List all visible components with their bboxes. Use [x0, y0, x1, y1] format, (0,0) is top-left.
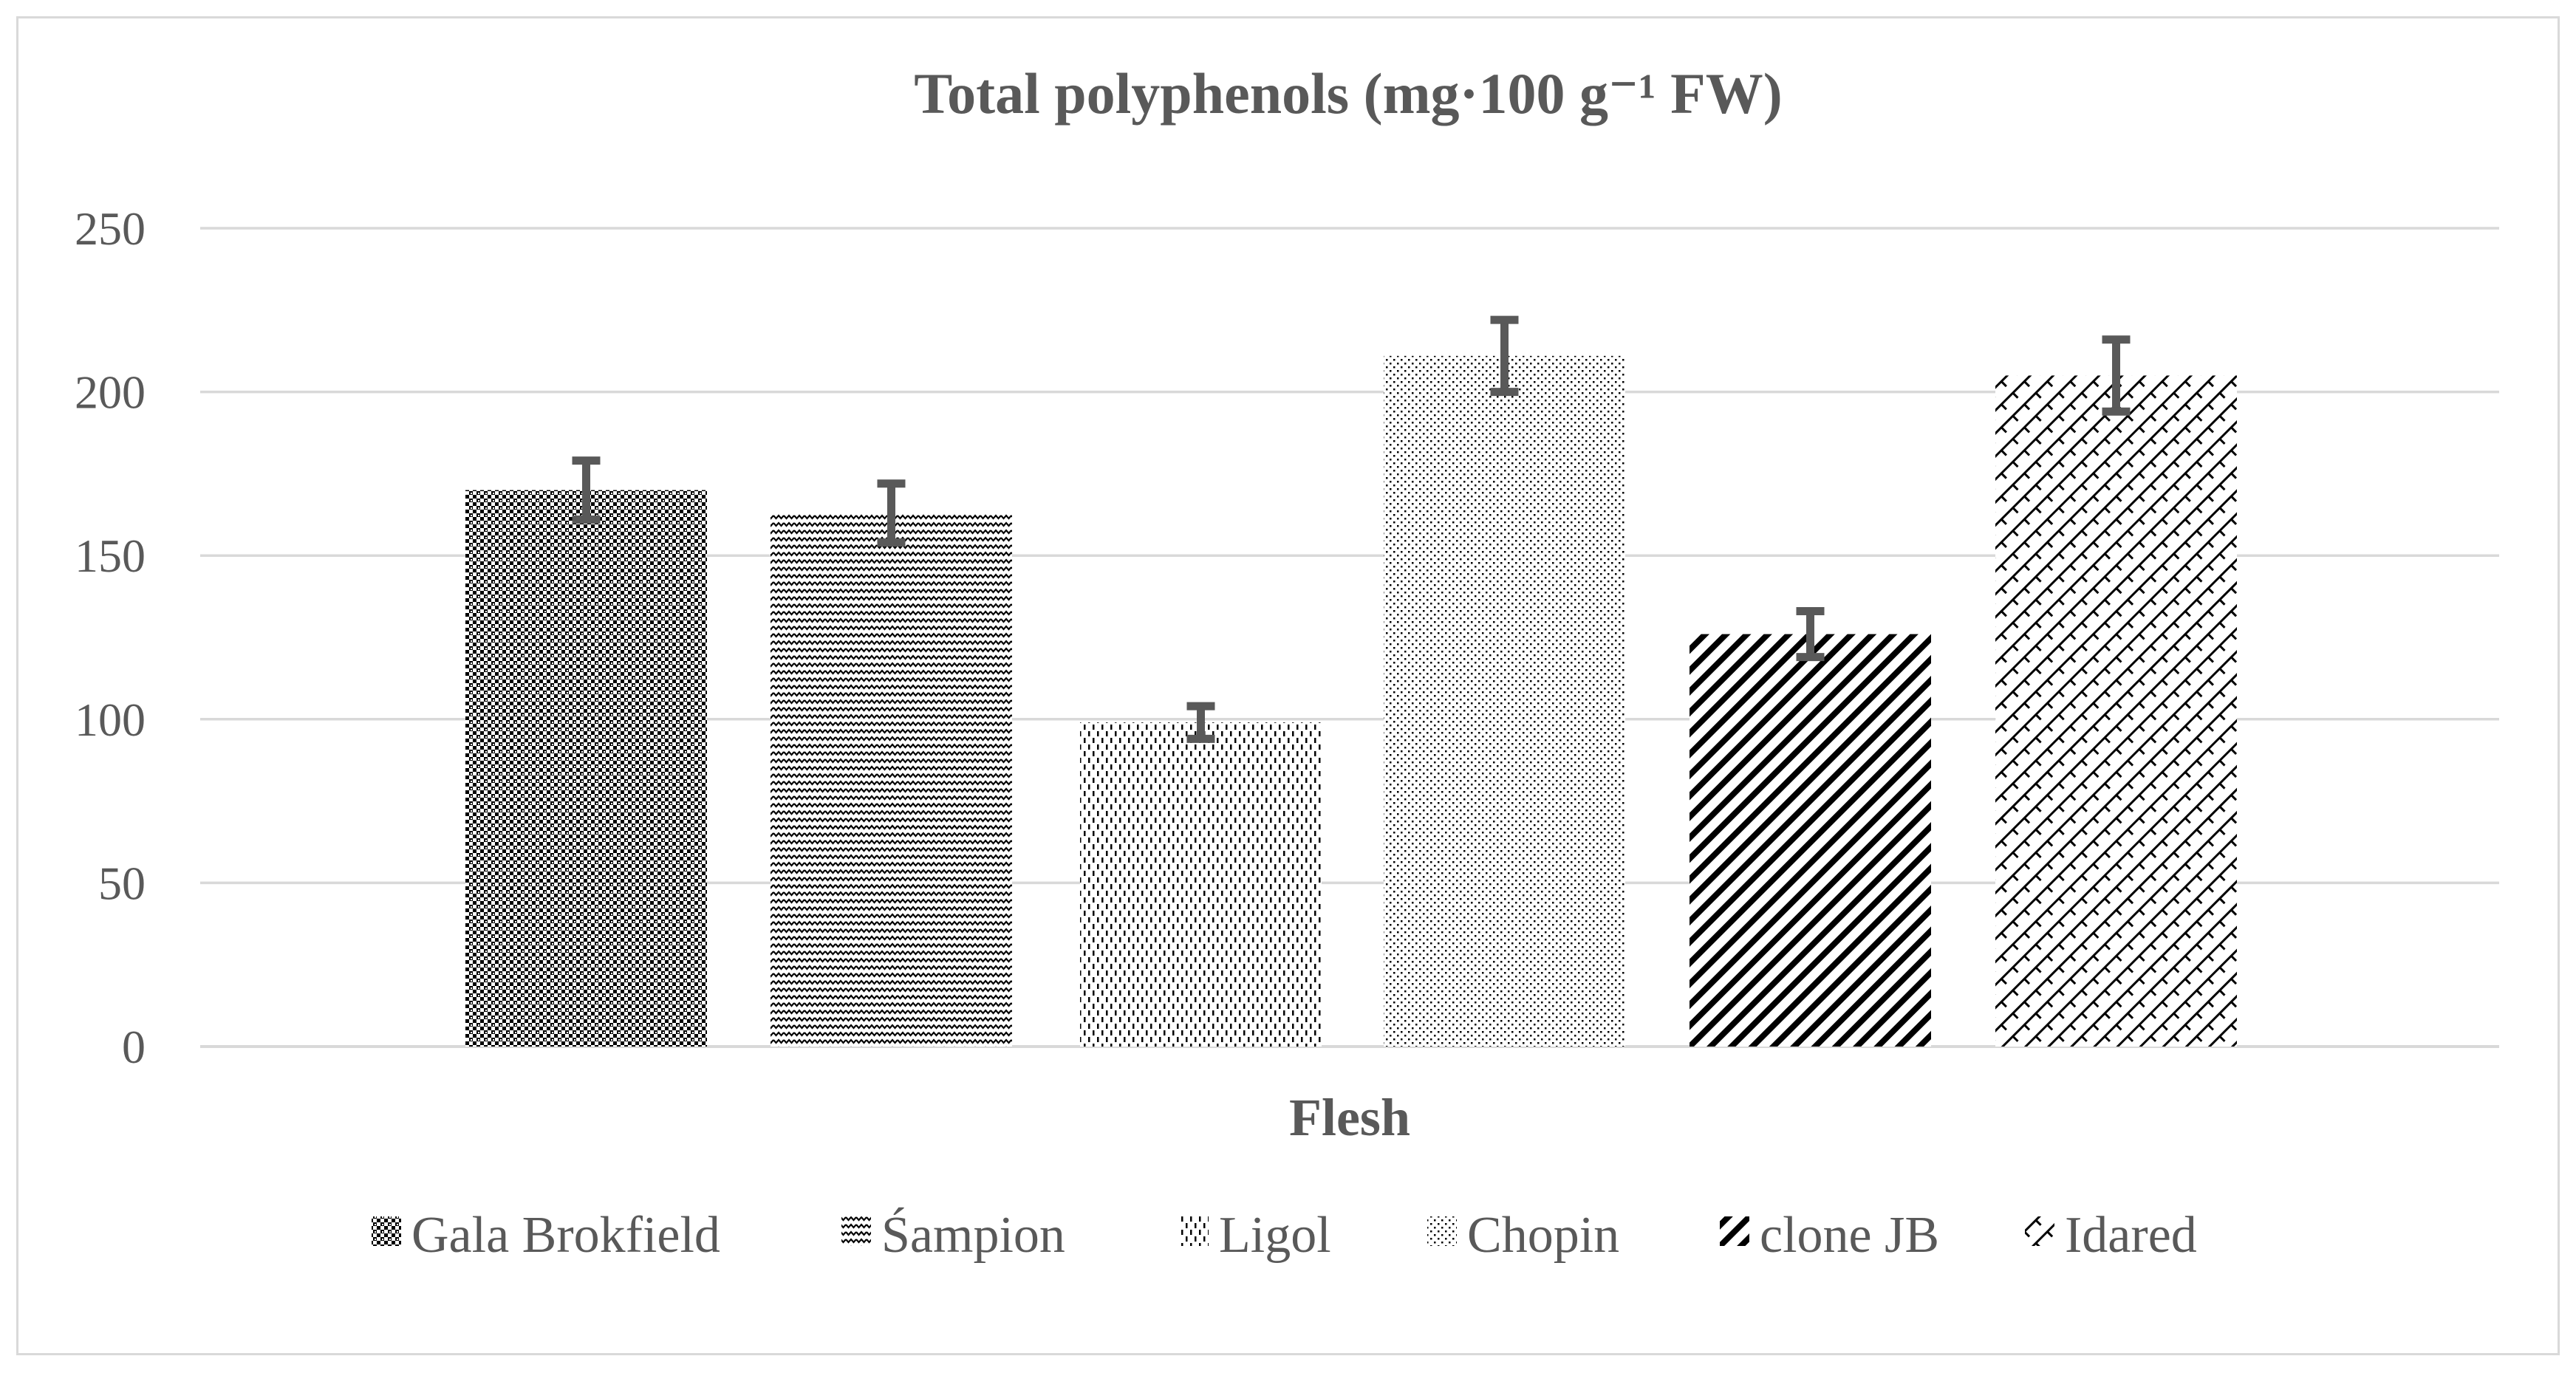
legend-label: clone JB: [1760, 1207, 1939, 1264]
error-bar: [1186, 702, 1215, 743]
legend-label: Śampion: [881, 1207, 1065, 1264]
error-bar: [1490, 315, 1519, 397]
error-bar: [877, 479, 906, 547]
x-axis-label: Flesh: [1289, 1088, 1410, 1147]
bar-ligol: [1080, 722, 1322, 1047]
bar-śampion: [771, 513, 1012, 1047]
legend-swatch: [1427, 1216, 1457, 1246]
legend-item: Ligol: [1179, 1207, 1331, 1264]
y-tick-label: 250: [75, 202, 146, 255]
bar-idared: [1995, 375, 2237, 1047]
error-bar: [572, 456, 601, 524]
bar-gala-brokfield: [465, 490, 707, 1047]
legend: Gala Brokfield Śampion Ligol Chopin clone JB…: [372, 1207, 2197, 1264]
legend-swatch: [1179, 1216, 1209, 1246]
legend-label: Ligol: [1219, 1207, 1331, 1264]
y-axis-ticks: 0 50 100 150 200 250: [75, 202, 146, 1073]
y-tick-label: 100: [75, 694, 146, 746]
legend-swatch: [372, 1216, 401, 1246]
error-bar: [2102, 335, 2131, 416]
y-tick-label: 0: [122, 1021, 146, 1073]
bar-chopin: [1384, 355, 1625, 1047]
chart-svg: Total polyphenols (mg·100 g⁻¹ FW) 0 50 100…: [75, 61, 2499, 1264]
y-tick-label: 50: [98, 857, 146, 909]
legend-item: Gala Brokfield: [372, 1207, 720, 1264]
legend-swatch: [1720, 1216, 1749, 1246]
legend-item: Śampion: [841, 1207, 1065, 1264]
chart-frame: Total polyphenols (mg·100 g⁻¹ FW) 0 50 100…: [16, 16, 2560, 1355]
legend-swatch: [841, 1216, 871, 1246]
legend-item: Idared: [2025, 1207, 2197, 1264]
bars: [465, 355, 2237, 1047]
legend-item: Chopin: [1427, 1207, 1619, 1264]
legend-label: Chopin: [1467, 1207, 1619, 1264]
legend-swatch: [2025, 1216, 2054, 1246]
legend-label: Idared: [2065, 1207, 2197, 1264]
bar-clone-jb: [1690, 634, 1931, 1047]
error-bars: [572, 315, 2131, 743]
legend-label: Gala Brokfield: [411, 1207, 720, 1264]
legend-item: clone JB: [1720, 1207, 1939, 1264]
error-bar: [1796, 607, 1825, 662]
y-tick-label: 200: [75, 366, 146, 419]
y-tick-label: 150: [75, 530, 146, 582]
chart-title: Total polyphenols (mg·100 g⁻¹ FW): [914, 61, 1782, 126]
